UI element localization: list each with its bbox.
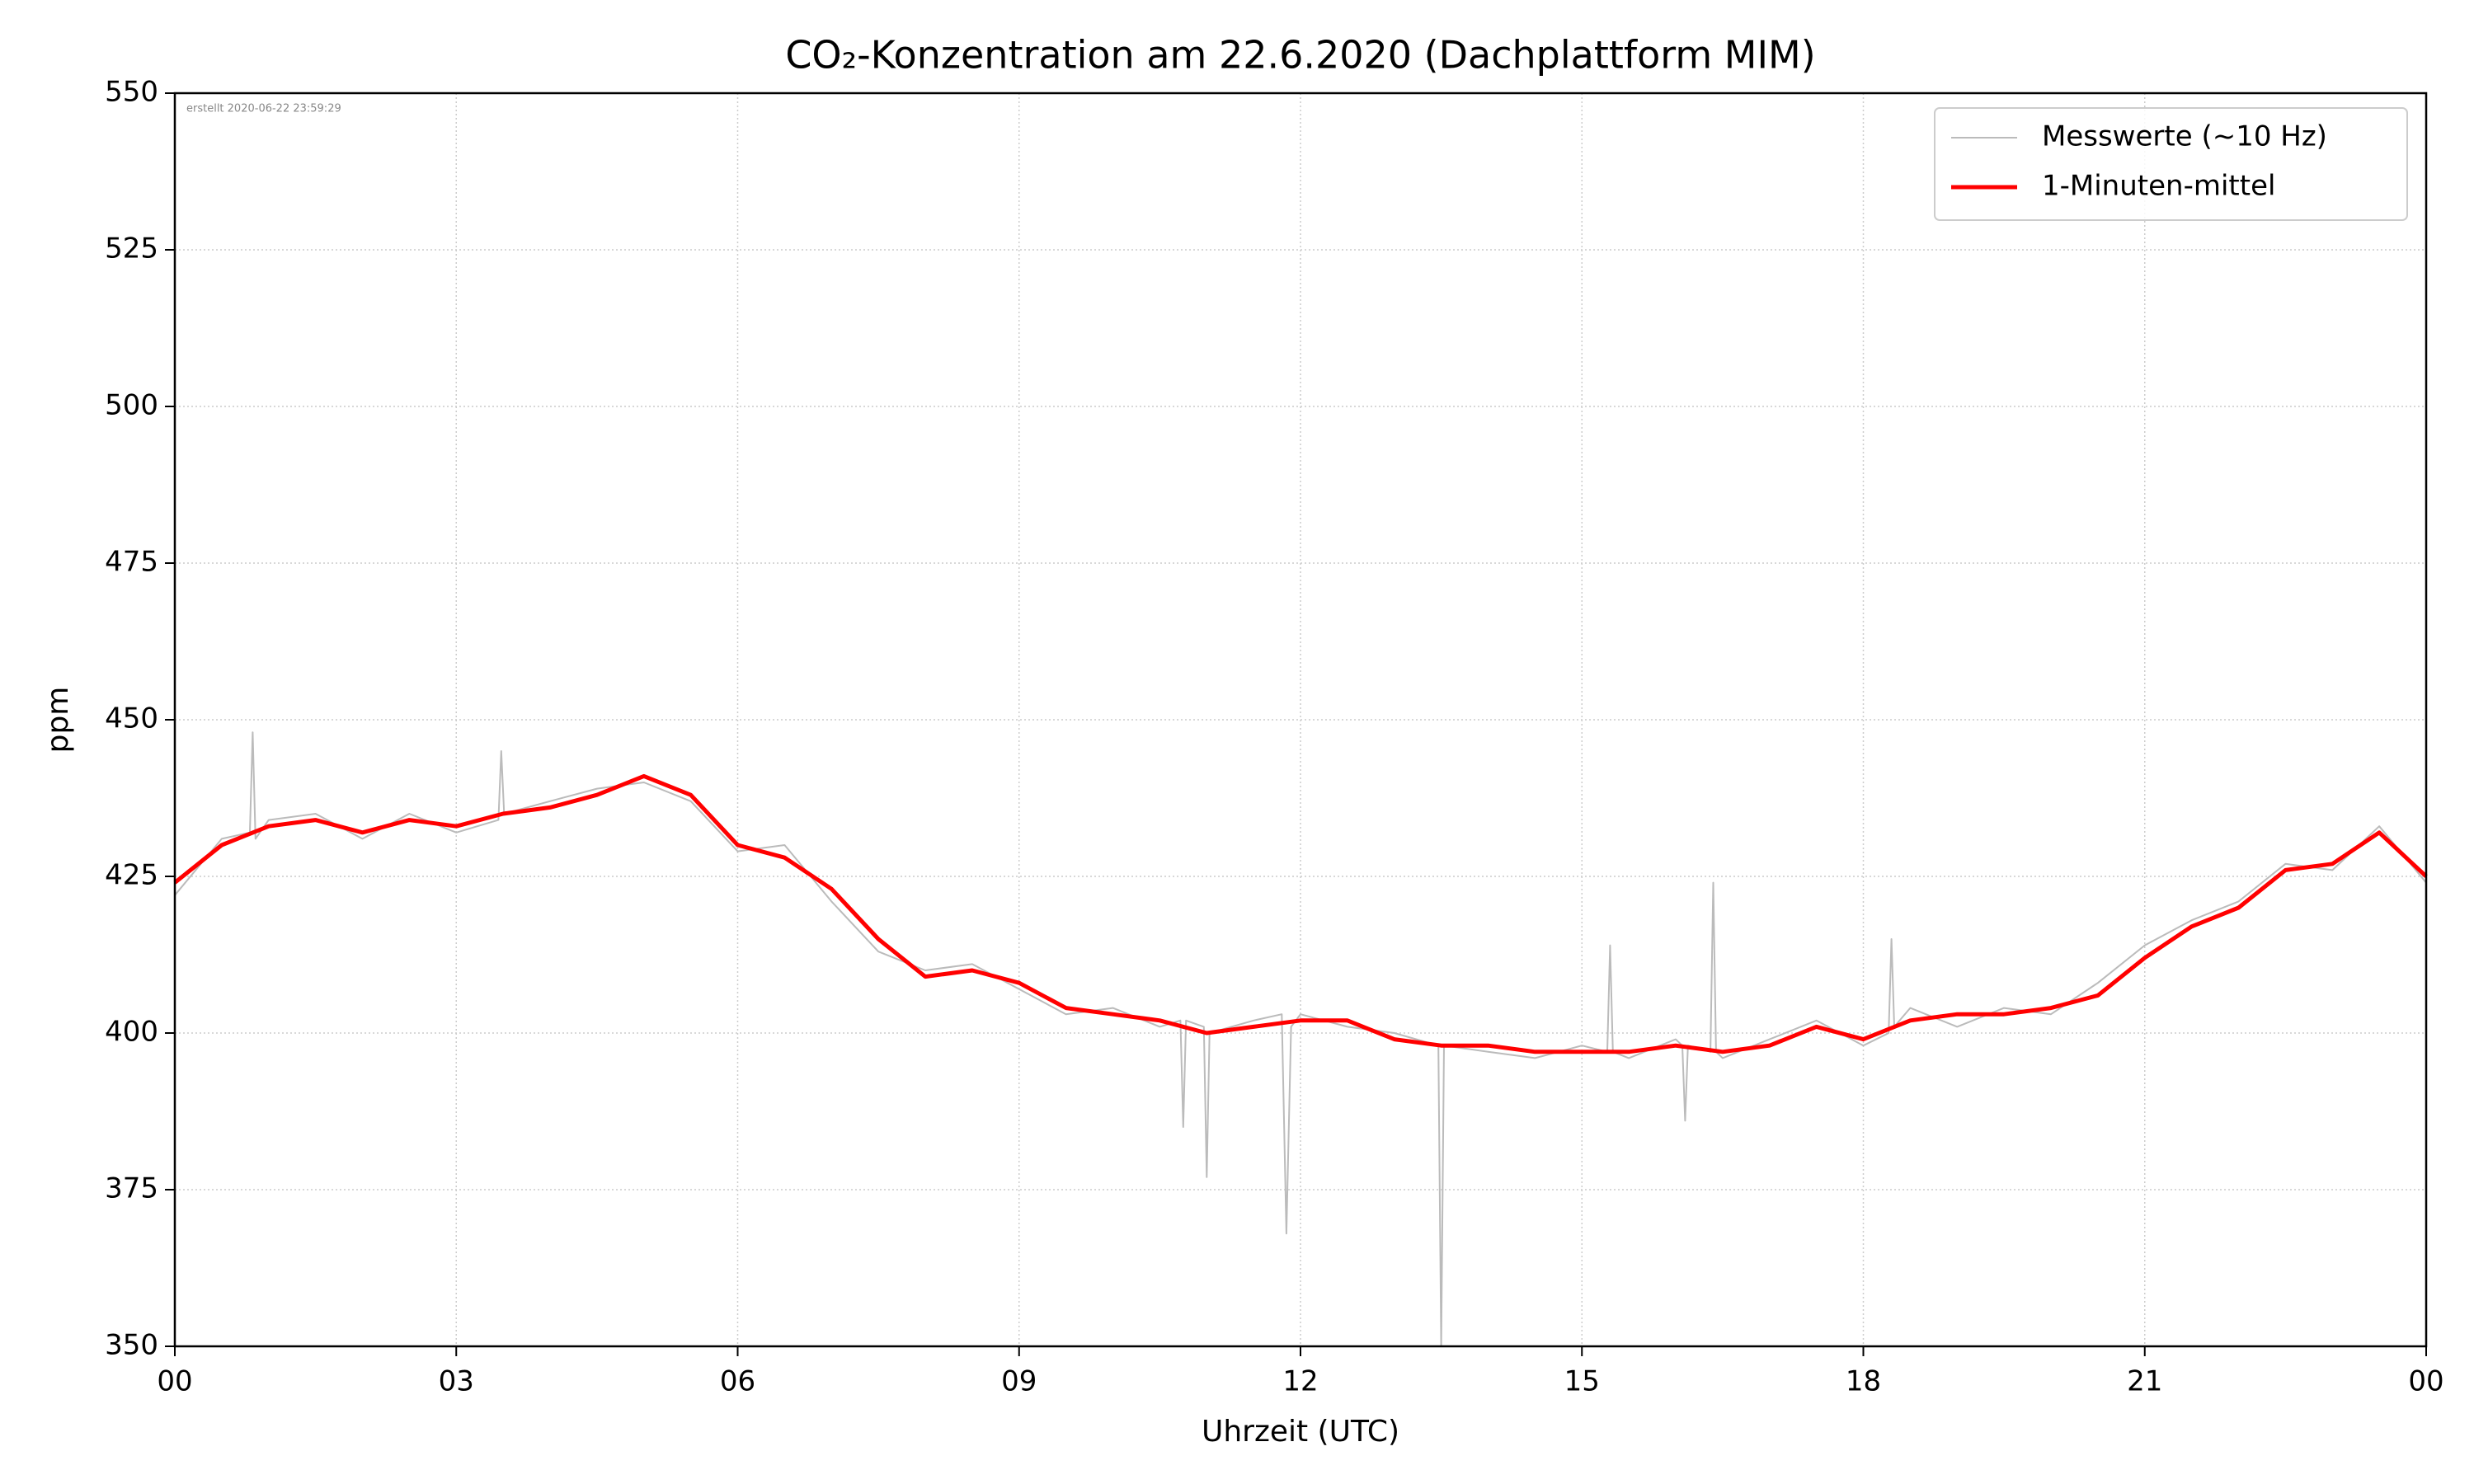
annotation: erstellt 2020-06-22 23:59:29 bbox=[186, 103, 341, 115]
y-tick-label: 450 bbox=[105, 702, 158, 735]
x-tick-label: 12 bbox=[1282, 1365, 1318, 1398]
y-tick-label: 500 bbox=[105, 389, 158, 422]
legend-label: Messwerte (~10 Hz) bbox=[2042, 120, 2327, 153]
data-line bbox=[173, 773, 2428, 1054]
x-axis-label: Uhrzeit (UTC) bbox=[1202, 1415, 1399, 1449]
legend-box bbox=[1934, 107, 2408, 221]
x-tick-label: 00 bbox=[157, 1365, 192, 1398]
x-tick-label: 15 bbox=[1564, 1365, 1600, 1398]
x-tick-label: 03 bbox=[439, 1365, 474, 1398]
y-tick-label: 375 bbox=[105, 1172, 158, 1205]
y-tick-label: 350 bbox=[105, 1329, 158, 1362]
x-tick-label: 06 bbox=[720, 1365, 755, 1398]
legend-label: 1-Minuten-mittel bbox=[2042, 170, 2275, 203]
y-tick-label: 475 bbox=[105, 546, 158, 579]
plot-frame bbox=[173, 92, 2428, 1348]
y-tick-label: 550 bbox=[105, 76, 158, 109]
y-tick-label: 400 bbox=[105, 1016, 158, 1049]
y-axis-label: ppm bbox=[41, 687, 75, 754]
x-tick-label: 00 bbox=[2408, 1365, 2443, 1398]
x-tick-label: 21 bbox=[2127, 1365, 2162, 1398]
x-tick-label: 09 bbox=[1001, 1365, 1037, 1398]
chart-title: CO₂-Konzentration am 22.6.2020 (Dachplat… bbox=[785, 33, 1815, 77]
y-tick-label: 525 bbox=[105, 232, 158, 265]
y-tick-label: 425 bbox=[105, 859, 158, 892]
x-tick-label: 18 bbox=[1846, 1365, 1881, 1398]
